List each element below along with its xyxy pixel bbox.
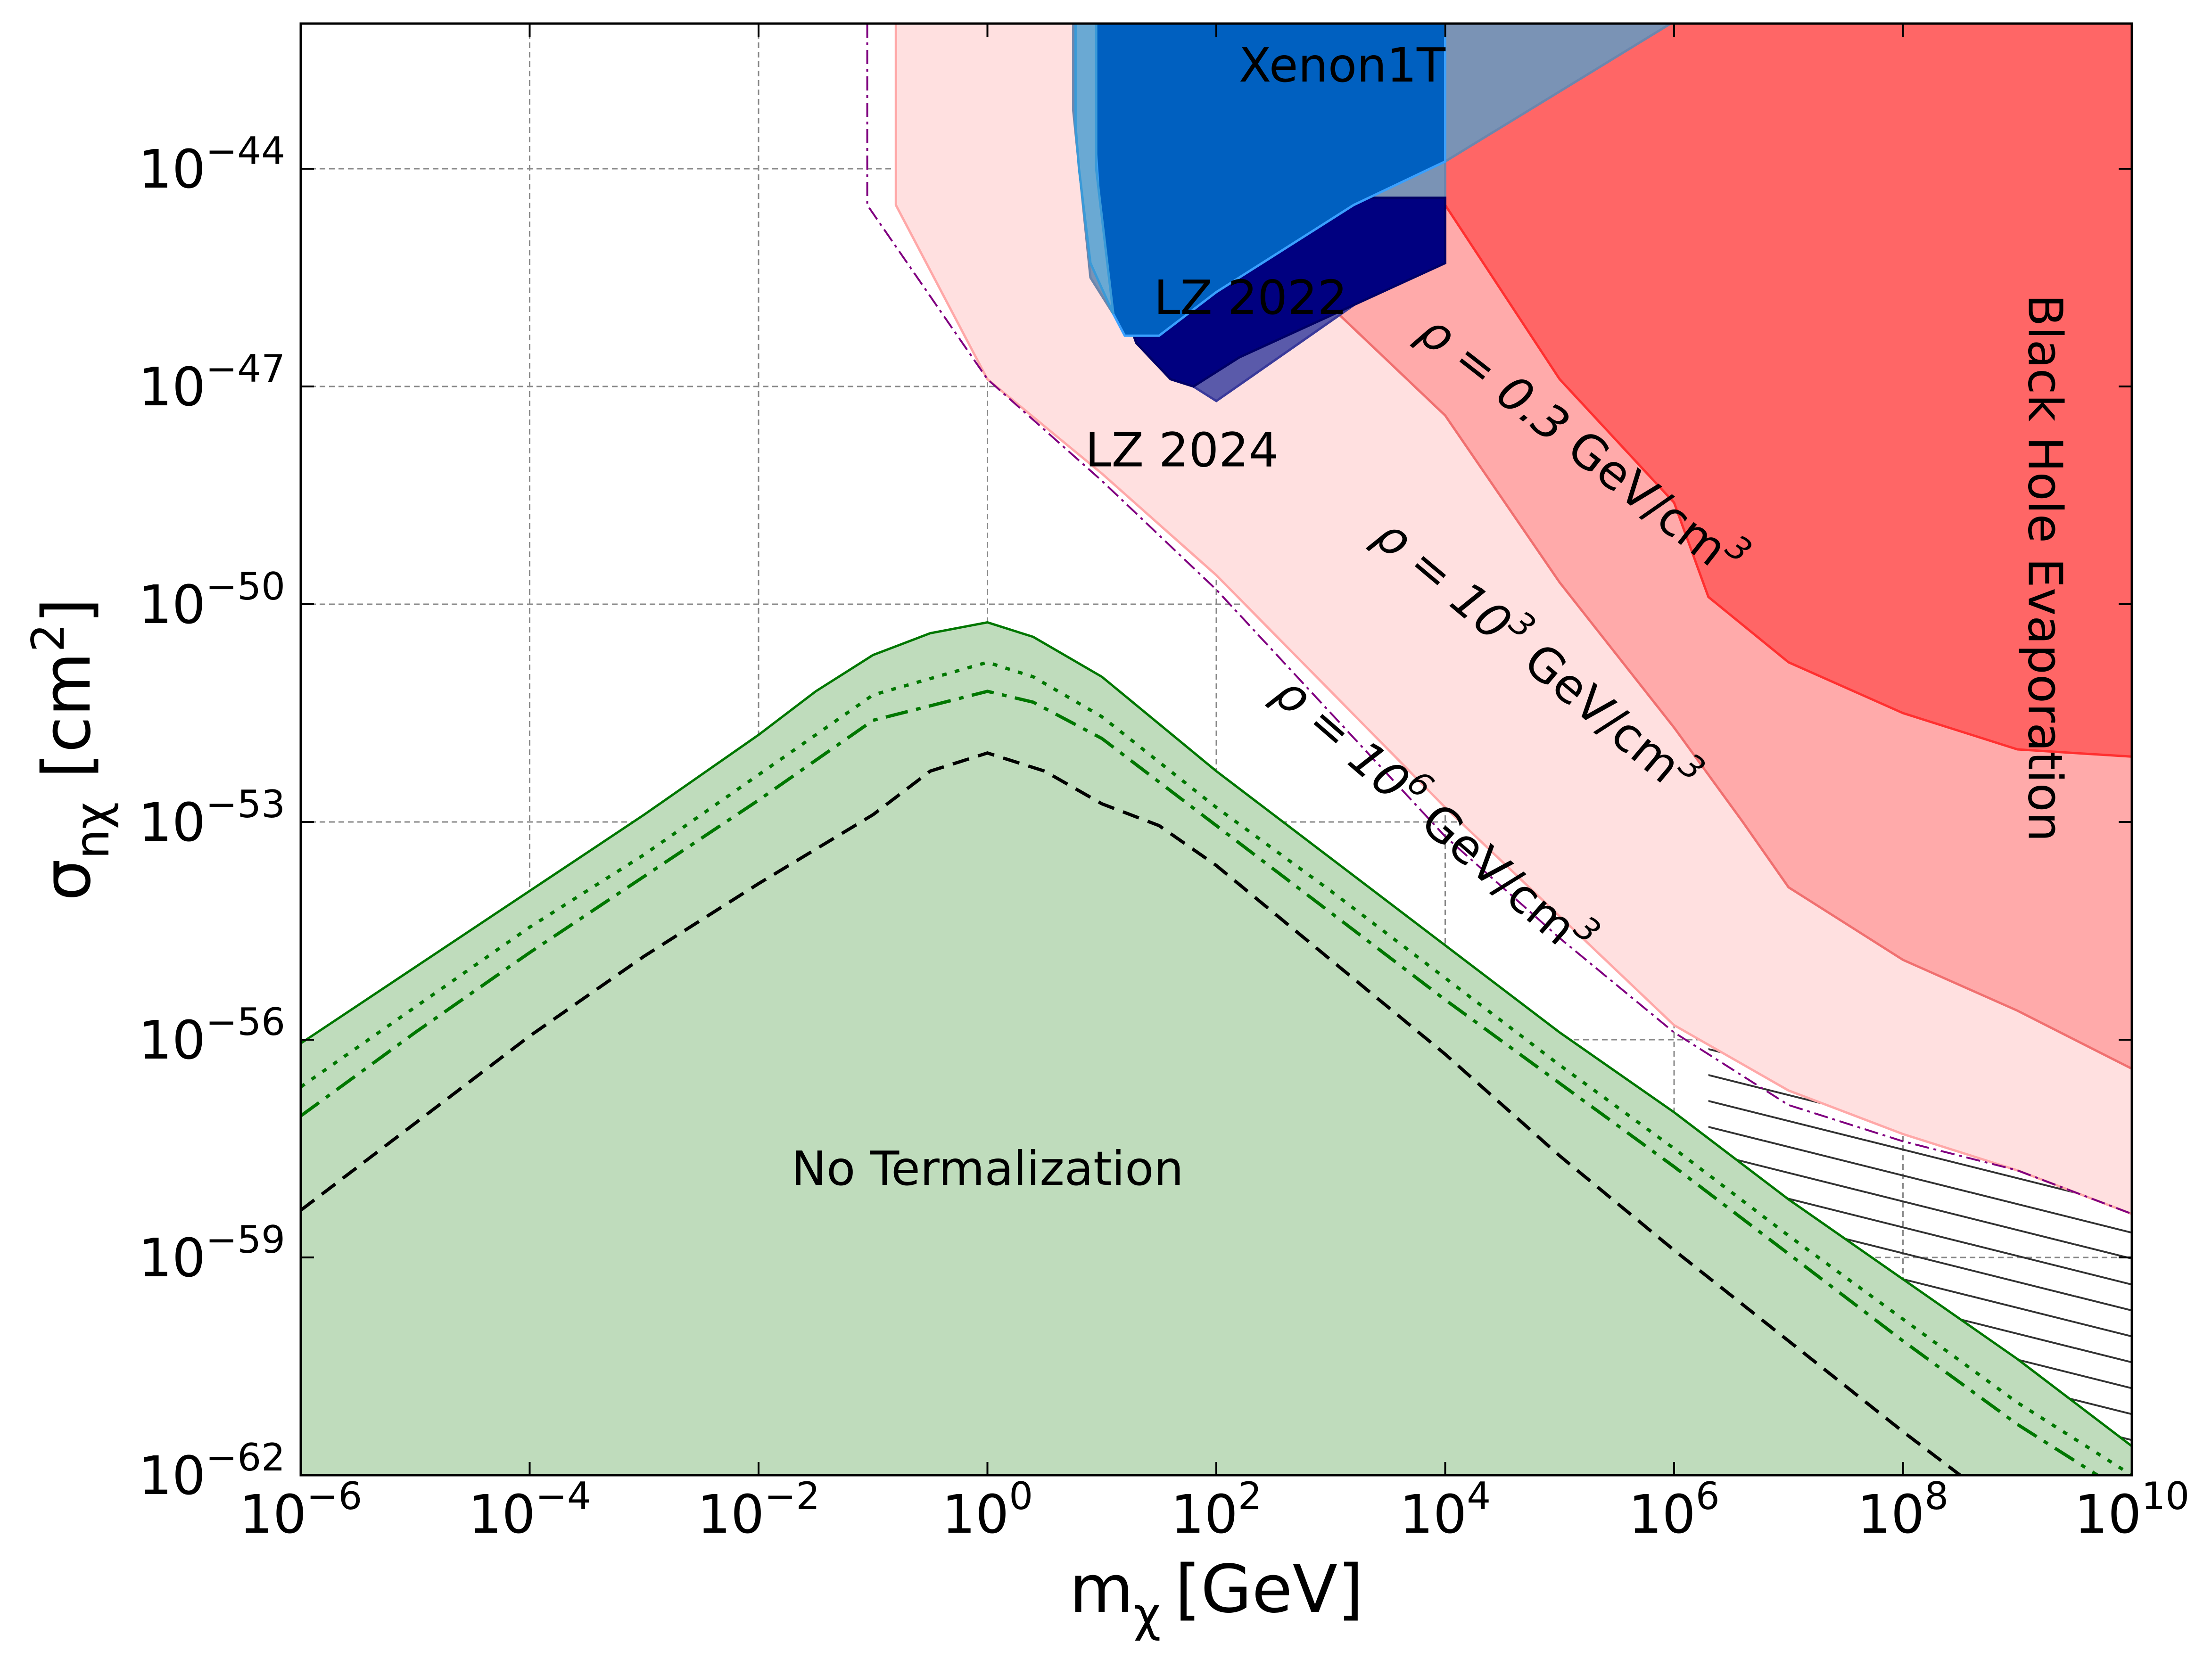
y-tick-base: 10 [139,792,206,854]
region-no-termalization [301,621,2132,1475]
curve-dashed-curve [301,751,1963,1475]
x-tick-exp: 6 [1696,1474,1720,1518]
x-tick-label: 108 [1857,1474,1948,1545]
y-tick-exp: −56 [206,1000,285,1044]
x-axis-label-sub: χ [1133,1587,1161,1642]
y-axis-label-main: σ [29,859,106,901]
x-tick-label: 106 [1628,1474,1719,1545]
x-tick-label: 10−4 [468,1474,591,1545]
y-axis-label-unit-pre: [cm [29,652,106,779]
x-tick-exp: 2 [1238,1474,1262,1518]
y-tick-exp: −53 [206,782,285,826]
curve-dash-dot-curve [301,690,2101,1475]
y-tick-label: 10−53 [139,782,285,854]
y-tick-base: 10 [139,1445,206,1507]
lines [301,24,2132,1475]
y-tick-base: 10 [139,575,206,636]
x-tick-label: 104 [1400,1474,1491,1545]
annotation-black-hole-evaporation: Black Hole Evaporation [2018,294,2073,842]
y-axis-label-unit-sup: 2 [23,624,74,652]
y-tick-base: 10 [139,1228,206,1289]
x-tick-exp: 8 [1924,1474,1948,1518]
x-tick-label: 10−6 [239,1474,362,1545]
curve-dotted-curve [301,660,2132,1475]
y-tick-label: 10−50 [139,565,285,636]
x-tick-base: 10 [1171,1484,1238,1545]
x-tick-exp: −4 [536,1474,591,1518]
x-axis-label-unit: [GeV] [1175,1551,1363,1628]
x-tick-base: 10 [1857,1484,1925,1545]
y-axis-label: σnχ [cm2] [23,598,120,901]
y-tick-label: 10−62 [139,1436,285,1507]
y-tick-exp: −50 [206,565,285,608]
y-tick-label: 10−56 [139,1000,285,1071]
y-tick-exp: −62 [206,1436,285,1479]
y-tick-label: 10−59 [139,1218,285,1289]
y-tick-label: 10−44 [139,129,285,200]
y-tick-exp: −59 [206,1218,285,1262]
y-tick-exp: −44 [206,129,285,173]
x-tick-exp: 0 [1009,1474,1033,1518]
regions [301,24,2132,1475]
x-tick-exp: 10 [2141,1474,2189,1518]
x-tick-label: 102 [1171,1474,1262,1545]
x-tick-base: 10 [2074,1484,2142,1545]
x-tick-base: 10 [942,1484,1009,1545]
y-tick-base: 10 [139,1010,206,1071]
x-tick-base: 10 [1628,1484,1696,1545]
x-axis-label-main: m [1069,1551,1133,1628]
y-axis-label-unit-post: ] [29,598,106,624]
region-0-3-gev-cm-3 [1387,24,2132,758]
annotation-lz-2024: LZ 2024 [1085,422,1279,477]
ticks: 10−6 10−4 10−2 100 102 104 106 108 101010−4410−4… [139,24,2189,1545]
region-xenon1t-left [1074,24,1114,315]
annotation-xenon1t: Xenon1T [1239,38,1446,93]
y-tick-base: 10 [139,139,206,200]
x-tick-label: 10−2 [697,1474,820,1545]
annotation-lz-2022: LZ 2022 [1154,270,1348,325]
x-axis-label: mχ [GeV] [1069,1551,1363,1642]
x-tick-exp: 4 [1467,1474,1491,1518]
y-axis-label-sub: nχ [65,802,120,859]
y-tick-exp: −47 [206,347,285,391]
x-tick-exp: −6 [306,1474,362,1518]
y-tick-base: 10 [139,357,206,418]
x-tick-label: 1010 [2074,1474,2189,1545]
x-tick-base: 10 [1400,1484,1467,1545]
x-tick-base: 10 [697,1484,765,1545]
y-tick-label: 10−47 [139,347,285,418]
x-tick-exp: −2 [764,1474,820,1518]
x-tick-label: 100 [942,1474,1033,1545]
annotation-no-termalization: No Termalization [791,1141,1183,1196]
x-tick-base: 10 [239,1484,307,1545]
x-tick-base: 10 [468,1484,536,1545]
curve-10-6-boundary [866,24,2132,1215]
